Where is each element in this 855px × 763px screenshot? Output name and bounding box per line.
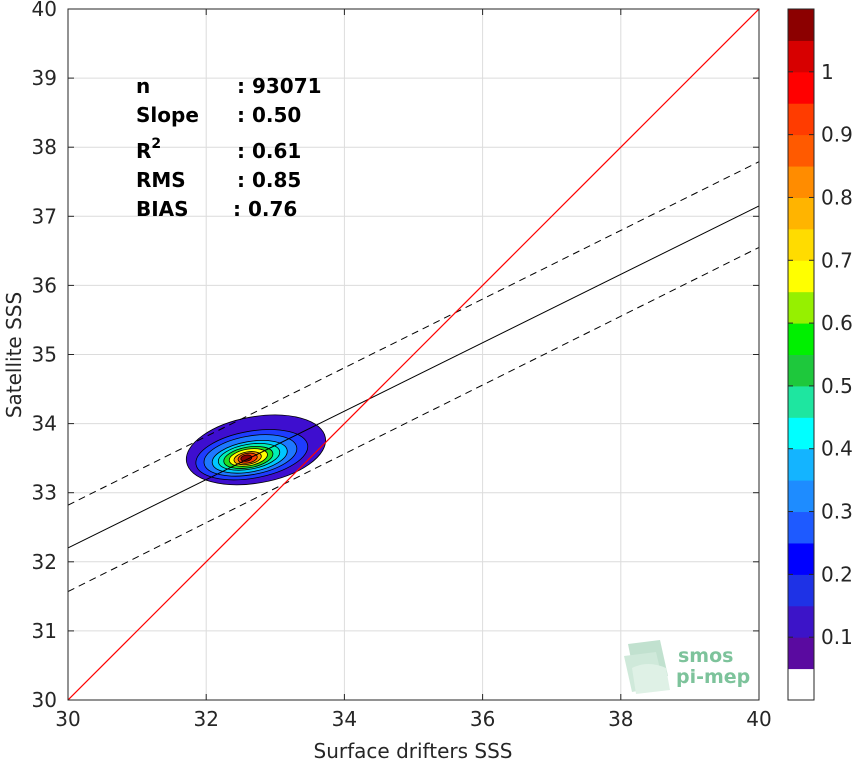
colorbar-segment xyxy=(788,260,814,293)
colorbar-segment xyxy=(788,166,814,198)
colorbar-segment xyxy=(788,637,814,670)
colorbar-segment xyxy=(788,40,814,73)
y-tick-label: 32 xyxy=(32,550,57,574)
x-tick-label: 38 xyxy=(608,707,633,731)
stat-value: : 0.85 xyxy=(237,168,301,192)
stat-value: : 0.50 xyxy=(237,103,301,127)
watermark-text-smos: smos xyxy=(678,645,733,667)
y-tick-label: 31 xyxy=(32,619,57,643)
colorbar-segment xyxy=(788,605,814,638)
colorbar-segment xyxy=(788,103,814,136)
stat-label-superscript: 2 xyxy=(151,136,161,152)
colorbar-tick-label: 0.7 xyxy=(821,248,853,272)
x-tick-label: 40 xyxy=(746,707,771,731)
watermark-icon xyxy=(624,640,670,694)
colorbar-tick-label: 1 xyxy=(821,60,834,84)
y-tick-label: 30 xyxy=(32,688,57,712)
regression-lines xyxy=(68,9,759,700)
x-tick-label: 34 xyxy=(332,707,357,731)
one-to-one-line xyxy=(68,9,759,700)
colorbar-segment xyxy=(788,511,814,544)
colorbar-segment xyxy=(788,228,814,261)
x-axis-ticks: 30 32 34 36 38 40 xyxy=(55,9,772,731)
y-tick-label: 38 xyxy=(32,135,57,159)
colorbar-segment xyxy=(788,71,814,104)
grid xyxy=(68,9,759,700)
colorbar-tick-label: 0.4 xyxy=(821,437,853,461)
stat-value: : 0.61 xyxy=(237,139,301,163)
colorbar-tick-label: 0.2 xyxy=(821,562,853,586)
stat-label: RMS xyxy=(136,168,186,192)
colorbar-segment xyxy=(788,417,814,450)
x-tick-label: 32 xyxy=(193,707,218,731)
colorbar-tick-label: 0.5 xyxy=(821,374,853,398)
fit-line xyxy=(68,205,759,549)
stat-value: : 93071 xyxy=(237,74,322,98)
x-tick-label: 30 xyxy=(55,707,80,731)
fit-upper-dashed-line xyxy=(68,161,759,506)
y-tick-label: 36 xyxy=(32,273,57,297)
stat-label: Slope xyxy=(136,103,199,127)
colorbar-segment xyxy=(788,9,814,41)
watermark-text-pimep: pi-mep xyxy=(676,666,750,688)
y-tick-label: 34 xyxy=(32,412,57,436)
colorbar-frame xyxy=(787,8,815,701)
x-axis-label: Surface drifters SSS xyxy=(314,739,513,763)
colorbar: 0.1 0.2 0.3 0.4 0.5 0.6 0.7 0.8 0.9 1 xyxy=(787,8,853,701)
y-axis-label: Satellite SSS xyxy=(2,292,26,418)
colorbar-segment xyxy=(788,323,814,355)
colorbar-segment xyxy=(788,480,814,513)
stat-label: n xyxy=(136,74,150,98)
stat-value: : 0.76 xyxy=(233,197,297,221)
colorbar-segment xyxy=(788,291,814,324)
colorbar-segment xyxy=(788,385,814,418)
x-tick-label: 36 xyxy=(470,707,495,731)
stat-label: BIAS xyxy=(136,197,189,221)
colorbar-tick-label: 0.6 xyxy=(821,311,853,335)
colorbar-segment xyxy=(788,197,814,230)
colorbar-segment xyxy=(788,134,814,167)
colorbar-tick-label: 0.3 xyxy=(821,500,853,524)
colorbar-segment xyxy=(788,542,814,575)
y-axis-ticks: 30 31 32 33 34 35 36 37 38 39 40 xyxy=(32,0,759,712)
y-tick-label: 37 xyxy=(32,204,57,228)
y-tick-label: 35 xyxy=(32,343,57,367)
colorbar-tick-label: 0.9 xyxy=(821,123,853,147)
y-tick-label: 33 xyxy=(32,481,57,505)
colorbar-tick-label: 0.8 xyxy=(821,185,853,209)
colorbar-tick-label: 0.1 xyxy=(821,625,853,649)
y-tick-label: 39 xyxy=(32,66,57,90)
colorbar-segment xyxy=(788,574,814,607)
colorbar-segment xyxy=(788,668,814,701)
fit-lower-dashed-line xyxy=(68,246,759,592)
density-contours xyxy=(185,414,327,486)
colorbar-segment xyxy=(788,448,814,481)
colorbar-segment xyxy=(788,354,814,387)
watermark-icon-wave xyxy=(632,664,670,694)
y-tick-label: 40 xyxy=(32,0,57,21)
